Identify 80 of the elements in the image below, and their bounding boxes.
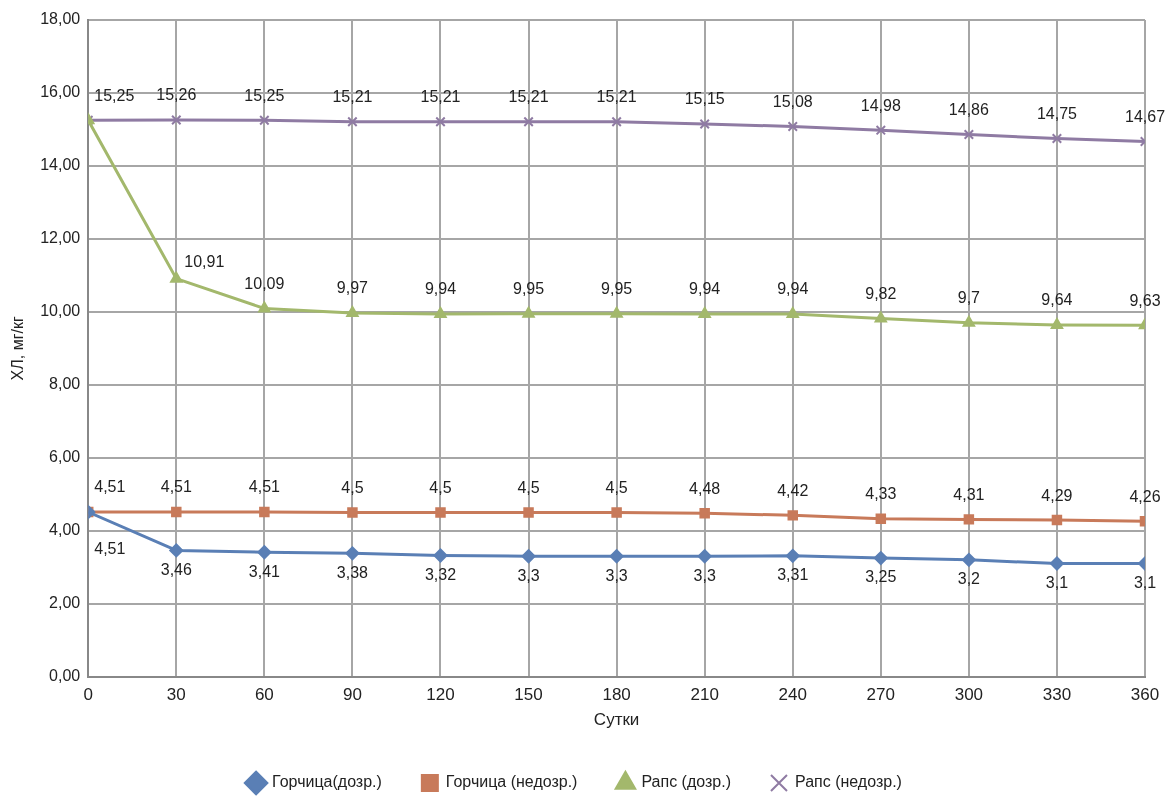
data-label: 9,94 (689, 280, 721, 298)
data-label: 4,51 (160, 478, 192, 496)
x-tick-label: 240 (778, 684, 807, 704)
data-label: 9,97 (336, 279, 369, 297)
data-label: 15,21 (332, 88, 373, 106)
x-tick-label: 300 (954, 684, 984, 704)
data-label: 14,75 (1036, 104, 1078, 122)
data-label: 15,08 (772, 92, 813, 110)
data-label: 3,25 (865, 568, 897, 586)
x-axis-title: Сутки (593, 710, 640, 730)
data-label: 15,26 (156, 86, 197, 104)
data-label: 4,5 (517, 478, 540, 496)
y-tick-label: 14,00 (40, 156, 81, 174)
data-label: 3,3 (517, 566, 540, 584)
y-tick-label: 2,00 (49, 594, 81, 612)
data-label: 3,32 (424, 565, 457, 583)
legend-label: Горчица (недозр.) (445, 773, 578, 791)
y-tick-label: 6,00 (49, 448, 81, 466)
data-label: 4,33 (865, 485, 897, 503)
data-label: 4,5 (341, 478, 364, 496)
data-label: 4,51 (94, 478, 126, 496)
data-label: 3,3 (693, 566, 716, 584)
data-label: 9,94 (777, 280, 809, 298)
data-label: 3,41 (248, 562, 281, 580)
data-label: 9,95 (512, 280, 545, 298)
y-tick-label: 0,00 (49, 667, 81, 685)
data-label: 3,1 (1045, 573, 1069, 591)
data-label: 4,26 (1129, 487, 1161, 505)
legend-label: Горчица(дозр.) (272, 773, 382, 791)
y-tick-label: 10,00 (40, 302, 81, 320)
data-label: 15,21 (596, 88, 637, 106)
data-label: 3,38 (336, 563, 369, 581)
data-label: 3,1 (1133, 573, 1157, 591)
data-label: 14,67 (1124, 107, 1165, 125)
data-label: 4,51 (94, 540, 126, 558)
data-label: 15,15 (684, 90, 725, 108)
data-label: 9,64 (1041, 291, 1073, 309)
data-label: 4,48 (689, 479, 721, 497)
data-label: 9,63 (1129, 291, 1161, 309)
x-tick-label: 180 (602, 684, 631, 704)
data-label: 4,51 (248, 478, 281, 496)
data-label: 9,7 (957, 289, 981, 307)
data-label: 10,91 (184, 253, 225, 271)
y-tick-label: 4,00 (49, 521, 81, 539)
x-tick-label: 60 (254, 684, 274, 704)
y-tick-label: 18,00 (40, 10, 81, 28)
x-tick-label: 330 (1042, 684, 1072, 704)
x-tick-label: 90 (342, 684, 362, 704)
data-label: 3,2 (957, 570, 981, 588)
y-tick-label: 16,00 (40, 83, 81, 101)
legend-label: Рапс (недозр.) (794, 773, 902, 791)
y-tick-label: 12,00 (40, 229, 81, 247)
data-label: 4,5 (429, 478, 452, 496)
data-label: 9,82 (865, 284, 897, 302)
data-label: 15,25 (244, 86, 285, 104)
data-label: 3,31 (777, 566, 809, 584)
data-label: 9,95 (601, 280, 633, 298)
x-tick-label: 0 (83, 684, 93, 704)
data-label: 4,5 (605, 478, 628, 496)
legend-label: Рапс (дозр.) (641, 773, 731, 791)
data-label: 4,29 (1041, 486, 1073, 504)
data-label: 14,98 (860, 96, 901, 114)
data-label: 3,46 (160, 560, 192, 578)
x-tick-label: 270 (866, 684, 895, 704)
x-tick-label: 120 (426, 684, 455, 704)
data-label: 4,31 (953, 485, 985, 503)
x-tick-label: 210 (690, 684, 719, 704)
data-label: 10,09 (244, 274, 285, 292)
y-tick-label: 8,00 (49, 375, 81, 393)
data-label: 9,94 (424, 280, 457, 298)
x-tick-label: 150 (514, 684, 543, 704)
data-label: 15,21 (420, 88, 461, 106)
data-label: 15,21 (508, 88, 549, 106)
data-label: 14,86 (948, 100, 989, 118)
x-tick-label: 30 (166, 684, 186, 704)
data-label: 3,3 (605, 566, 628, 584)
y-axis-title: ХЛ, мг/кг (9, 316, 27, 381)
x-tick-label: 360 (1130, 684, 1160, 704)
data-label: 15,25 (94, 86, 135, 104)
data-label: 4,42 (777, 481, 809, 499)
